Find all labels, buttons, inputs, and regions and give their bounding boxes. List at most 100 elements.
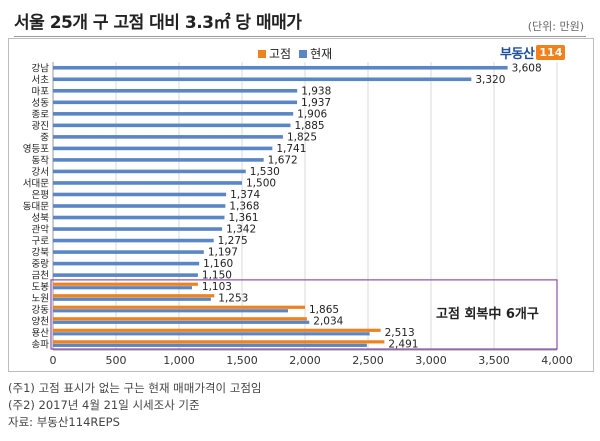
category-label: 강서: [32, 167, 49, 178]
category-label: 중랑: [32, 258, 50, 270]
bar-peak: [53, 317, 307, 321]
data-label: 1,275: [218, 235, 248, 247]
bar-current: [53, 332, 370, 336]
category-label: 도봉: [32, 282, 50, 293]
data-label: 1,741: [276, 143, 306, 155]
category-label: 마포: [32, 86, 50, 97]
data-label: 2,034: [313, 316, 343, 328]
category-label: 송파: [32, 340, 50, 351]
data-label: 1,825: [287, 131, 317, 143]
x-tick-label: 2,500: [352, 354, 384, 367]
data-label: 1,500: [246, 177, 276, 189]
x-tick-label: 2,000: [289, 354, 321, 367]
footnote-1: (주1) 고점 표시가 없는 구는 현재 매매가격이 고점임: [8, 381, 262, 395]
category-label: 성동: [32, 98, 50, 109]
category-label: 서대문: [23, 178, 49, 189]
chart-title: 서울 25개 구 고점 대비 3.3㎡ 당 매매가: [14, 13, 302, 33]
bar-current: [53, 297, 211, 301]
data-label: 1,160: [203, 258, 233, 270]
x-tick-label: 500: [106, 354, 127, 367]
data-label: 1,938: [301, 85, 331, 97]
bar-current: [53, 135, 283, 139]
bar-current: [53, 123, 291, 128]
bar-current: [53, 65, 508, 70]
data-label: 1,361: [228, 212, 258, 224]
bar-peak: [53, 305, 305, 309]
bar-peak: [53, 340, 385, 344]
bar-peak: [53, 328, 381, 332]
bar-current: [53, 158, 264, 162]
category-label: 성북: [32, 213, 50, 224]
bar-current: [53, 89, 298, 93]
category-label: 영등포: [23, 144, 49, 155]
category-label: 강동: [32, 305, 50, 316]
x-tick-label: 3,000: [415, 354, 447, 367]
logo-text: 부동산: [500, 46, 535, 62]
bar-current: [53, 320, 310, 324]
x-tick-label: 1,500: [226, 354, 258, 367]
callout-label: 고점 회복中 6개구: [436, 307, 539, 322]
logo-box: 114: [536, 44, 566, 60]
data-label: 1,672: [268, 154, 298, 166]
bar-current: [53, 77, 472, 82]
footnotes: (주1) 고점 표시가 없는 구는 현재 매매가격이 고점임 (주2) 2017…: [8, 380, 261, 431]
title-divider: [14, 36, 586, 37]
chart-legend: 고점 현재: [258, 45, 340, 62]
bar-current: [53, 250, 204, 254]
bar-current: [53, 343, 367, 347]
category-label: 강북: [32, 248, 50, 259]
data-label: 1,937: [301, 97, 331, 109]
brand-logo: 부동산 114: [500, 42, 566, 62]
data-label: 1,865: [309, 304, 339, 316]
bar-current: [53, 309, 288, 313]
bar-current: [53, 169, 246, 174]
data-label: 1,906: [297, 108, 327, 120]
legend-swatch-peak: [258, 49, 266, 58]
legend-item-peak: 고점: [258, 45, 291, 62]
legend-swatch-current: [299, 49, 308, 58]
category-label: 용산: [32, 328, 50, 339]
legend-label-current: 현재: [310, 47, 333, 61]
category-label: 중: [40, 132, 49, 143]
data-label: 1,885: [295, 120, 325, 132]
bar-current: [53, 204, 226, 208]
x-tick-label: 1,000: [163, 354, 195, 367]
data-label: 1,150: [202, 270, 232, 282]
bar-current: [53, 100, 298, 105]
bar-peak: [53, 282, 198, 286]
data-label: 2,513: [385, 327, 415, 339]
category-label: 은평: [32, 190, 49, 201]
category-label: 광진: [32, 120, 49, 132]
bar-current: [53, 181, 242, 185]
footnote-2: (주2) 2017년 4월 21일 시세조사 기준: [8, 398, 200, 412]
footnote-source: 자료: 부동산114REPS: [8, 415, 120, 429]
data-label: 1,253: [218, 293, 248, 305]
legend-item-current: 현재: [299, 45, 332, 62]
category-label: 관악: [32, 224, 50, 236]
bar-current: [53, 238, 214, 243]
data-label: 1,103: [202, 281, 232, 293]
category-label: 양천: [32, 317, 49, 328]
data-label: 3,320: [475, 74, 505, 86]
bar-current: [53, 227, 223, 231]
x-tick-label: 3,500: [478, 354, 510, 367]
legend-label-peak: 고점: [269, 47, 292, 61]
category-label: 서초: [32, 75, 50, 86]
x-tick-label: 0: [50, 354, 57, 367]
bar-current: [53, 261, 200, 266]
category-label: 동작: [32, 155, 50, 166]
bar-current: [53, 286, 192, 290]
category-label: 금천: [32, 271, 49, 282]
unit-label: (단위: 만원): [527, 20, 584, 33]
bar-current: [53, 273, 198, 277]
category-label: 동대문: [23, 202, 49, 213]
callout-box: [50, 279, 558, 350]
bar-current: [53, 192, 227, 197]
category-label: 강남: [32, 63, 50, 74]
data-label: 3,608: [512, 62, 542, 74]
data-label: 1,197: [208, 247, 238, 259]
bar-current: [53, 146, 273, 151]
bar-current: [53, 215, 225, 220]
data-label: 1,374: [230, 189, 260, 201]
